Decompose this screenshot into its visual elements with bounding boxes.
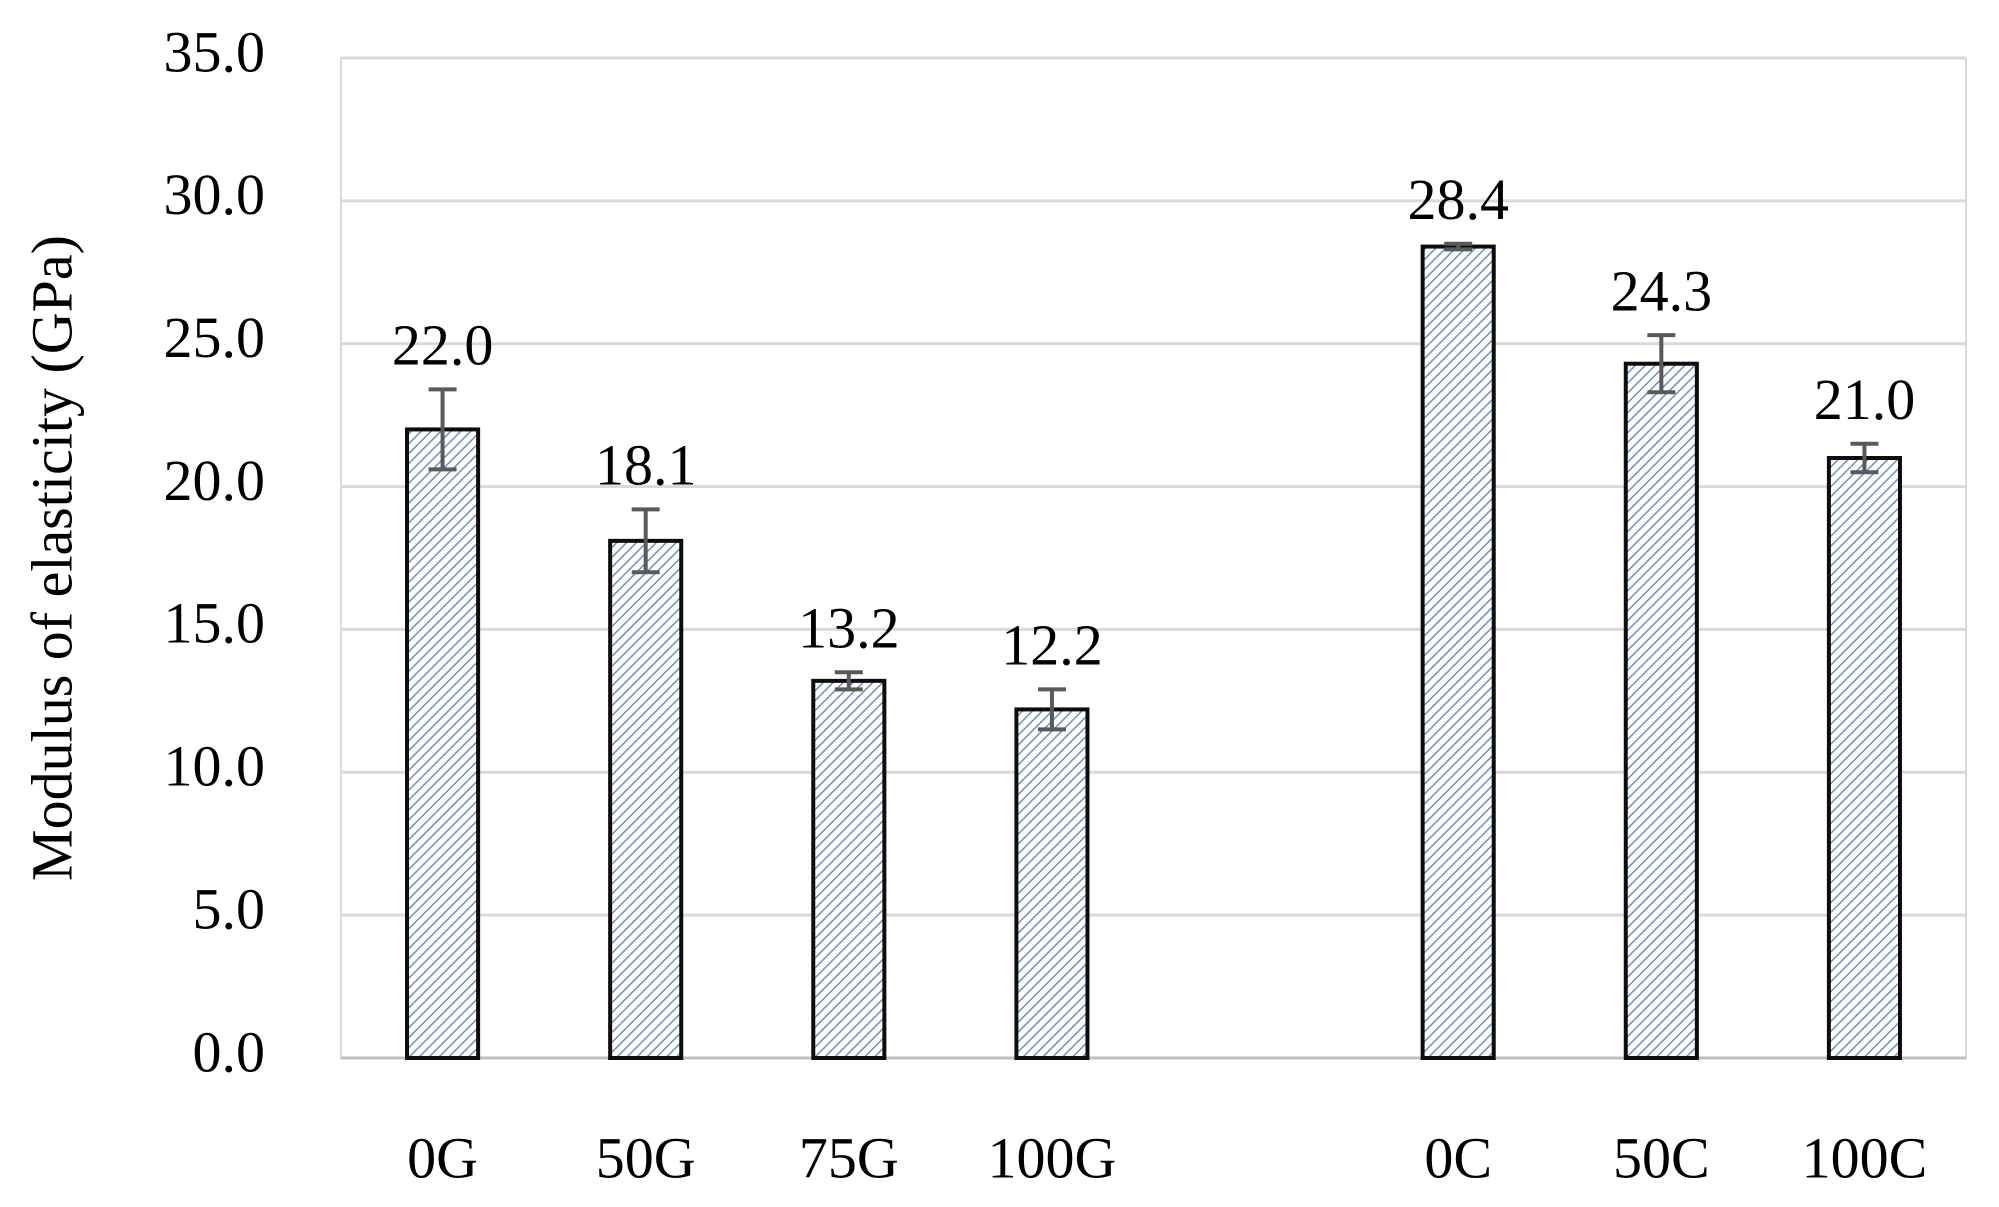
y-tick-label: 10.0 [164,734,266,799]
x-tick-label: 50C [1613,1125,1710,1190]
value-label: 24.3 [1611,258,1713,323]
error-bar [1850,441,1879,475]
y-tick-label: 25.0 [164,305,266,370]
value-label: 12.2 [1001,613,1103,678]
value-label: 13.2 [798,596,900,661]
plot-border [340,57,1967,1059]
error-bar [1444,241,1473,252]
y-axis-label: Modulus of elasticity (GPa) [19,235,84,881]
bar [405,427,481,1060]
y-tick-label: 5.0 [193,876,266,941]
bar [1014,707,1090,1061]
value-label: 22.0 [392,313,494,378]
y-tick-label: 0.0 [193,1019,266,1084]
value-label: 18.1 [595,433,697,498]
x-tick-label: 100G [987,1125,1116,1190]
x-tick-label: 75G [799,1125,899,1190]
y-tick-label: 20.0 [164,448,266,513]
x-tick-label: 0C [1424,1125,1492,1190]
error-bar [631,507,660,575]
bar [608,538,684,1060]
error-bar [834,670,863,692]
value-label: 28.4 [1407,167,1509,232]
bar [1420,244,1496,1061]
bar [1623,361,1699,1060]
y-tick-label: 15.0 [164,591,266,656]
value-label: 21.0 [1814,367,1916,432]
x-tick-label: 100C [1802,1125,1928,1190]
error-bar [1037,687,1066,732]
error-bar [1647,333,1676,395]
error-bar [428,387,457,472]
x-tick-label: 0G [407,1125,478,1190]
x-tick-label: 50G [596,1125,696,1190]
y-tick-label: 30.0 [164,162,266,227]
bar [1826,456,1902,1060]
bar [811,678,887,1060]
y-tick-label: 35.0 [164,19,266,84]
